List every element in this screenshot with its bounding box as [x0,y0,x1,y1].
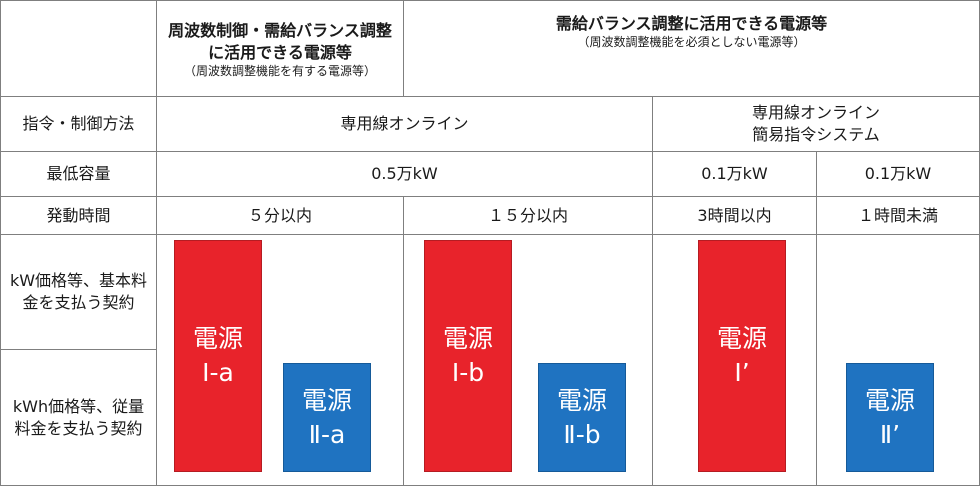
row-label-capacity: 最低容量 [46,164,111,183]
resource-block-ii-prime: 電源 Ⅱ’ [846,363,934,472]
row-label-startup: 発動時間 [46,205,111,225]
grid-line [0,349,156,350]
method-online-simple: 専用線オンライン 簡易指令システム [653,97,979,151]
resource-block-ii-a-line2: Ⅱ-a [308,419,346,449]
header-col2-note: （周波数調整機能を必須としない電源等） [577,34,806,49]
startup-value-3: 3時間以内 [697,205,772,225]
header-col1-title: 周波数制御・需給バランス調整に活用できる電源等 [168,20,392,62]
resource-block-ii-prime-line1: 電源 [864,385,915,415]
row-label-kw-contract: kW価格等、基本料金を支払う契約 [9,271,148,312]
grid-line [816,151,817,486]
resource-block-i-prime: 電源 Ⅰ’ [698,240,786,472]
resource-block-ii-b: 電源 Ⅱ-b [538,363,626,472]
resource-block-ii-a: 電源 Ⅱ-a [283,363,371,472]
grid-line [403,196,404,486]
grid-line [156,0,157,486]
capacity-value-1: 0.5万kW [371,164,438,183]
grid-line [0,96,980,97]
grid-line [0,151,980,152]
grid-line [0,0,1,486]
grid-line [652,96,653,486]
startup-value-4: １時間未満 [857,205,938,225]
capacity-value-3: 0.1万kW [864,164,932,183]
resource-block-i-prime-line2: Ⅰ’ [734,358,750,387]
resource-block-i-b-line1: 電源 [442,324,493,353]
resource-block-ii-b-line2: Ⅱ-b [563,419,601,449]
resource-block-i-prime-line1: 電源 [716,324,767,353]
startup-value-1: ５分以内 [247,205,312,225]
grid-line [0,196,980,197]
method-online-simple-line1: 専用線オンライン [751,103,880,122]
method-online-simple-line2: 簡易指令システム [752,125,880,144]
resource-block-ii-prime-line2: Ⅱ’ [879,419,901,449]
grid-line [0,0,980,1]
resource-block-ii-a-line1: 電源 [301,385,352,415]
method-online: 専用線オンライン [340,114,469,133]
resource-block-i-a-line1: 電源 [192,324,243,353]
row-label-method: 指令・制御方法 [22,114,135,133]
startup-value-2: １５分以内 [487,205,568,225]
header-col1: 周波数制御・需給バランス調整に活用できる電源等 （周波数調整機能を有する電源等） [163,6,397,92]
header-col2: 需給バランス調整に活用できる電源等 （周波数調整機能を必須としない電源等） [404,6,979,56]
grid-line [403,0,404,96]
resource-block-ii-b-line1: 電源 [556,385,607,415]
capacity-value-2: 0.1万kW [701,164,768,183]
resource-block-i-a: 電源 Ⅰ-a [174,240,262,472]
row-label-kwh-contract: kWh価格等、従量料金を支払う契約 [12,396,145,438]
header-col1-note: （周波数調整機能を有する電源等） [183,63,376,78]
resource-block-i-b: 電源 Ⅰ-b [424,240,512,472]
header-col2-title: 需給バランス調整に活用できる電源等 [555,13,828,33]
resource-block-i-b-line2: Ⅰ-b [451,358,485,387]
grid-line [0,234,980,235]
resource-block-i-a-line2: Ⅰ-a [202,358,234,387]
